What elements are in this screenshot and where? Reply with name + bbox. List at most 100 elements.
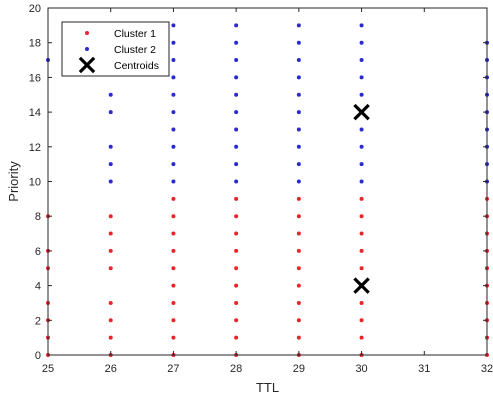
data-point xyxy=(171,231,176,236)
x-tick-label: 30 xyxy=(355,363,367,375)
data-points xyxy=(46,23,489,357)
y-tick-label: 18 xyxy=(29,38,41,50)
data-point xyxy=(171,266,176,271)
data-point xyxy=(296,75,301,80)
data-point xyxy=(359,318,364,323)
data-point xyxy=(296,162,301,167)
data-point xyxy=(359,144,364,149)
data-point xyxy=(296,248,301,253)
y-tick-label: 14 xyxy=(29,107,41,119)
legend-item-cluster-2: Cluster 2 xyxy=(85,44,156,56)
x-tick-label: 29 xyxy=(293,363,305,375)
x-tick-label: 25 xyxy=(42,363,54,375)
data-point xyxy=(171,127,176,132)
y-tick-label: 6 xyxy=(35,246,41,258)
data-point xyxy=(234,179,239,184)
data-point xyxy=(234,127,239,132)
y-axis-label: Priority xyxy=(6,161,21,202)
data-point xyxy=(296,196,301,201)
data-point xyxy=(296,58,301,63)
data-point xyxy=(296,23,301,28)
data-point xyxy=(359,92,364,97)
data-point xyxy=(171,23,176,28)
data-point xyxy=(234,248,239,253)
data-point xyxy=(359,127,364,132)
data-point xyxy=(108,318,113,323)
data-point xyxy=(108,231,113,236)
data-point xyxy=(359,75,364,80)
data-point xyxy=(296,335,301,340)
data-point xyxy=(171,58,176,63)
data-point xyxy=(296,318,301,323)
data-point xyxy=(234,162,239,167)
data-point xyxy=(108,214,113,219)
data-point xyxy=(171,214,176,219)
x-tick-label: 26 xyxy=(105,363,117,375)
plot-frame xyxy=(47,7,488,356)
data-point xyxy=(234,196,239,201)
data-point xyxy=(296,179,301,184)
data-point xyxy=(359,23,364,28)
y-tick-label: 4 xyxy=(35,281,41,293)
data-point xyxy=(171,110,176,115)
data-point xyxy=(234,40,239,45)
data-point xyxy=(234,231,239,236)
legend-marker xyxy=(78,56,96,74)
legend-marker xyxy=(85,47,89,51)
data-point xyxy=(234,110,239,115)
data-point xyxy=(359,248,364,253)
data-point xyxy=(234,318,239,323)
data-point xyxy=(359,58,364,63)
y-tick-label: 8 xyxy=(35,211,41,223)
data-point xyxy=(108,110,113,115)
data-point xyxy=(108,92,113,97)
data-point xyxy=(359,231,364,236)
x-axis-label: TTL xyxy=(256,380,279,395)
data-point xyxy=(108,248,113,253)
data-point xyxy=(296,266,301,271)
legend-box xyxy=(61,21,170,77)
axes: 25 26 27 28 29 30 31 32 0 2 4 6 8 10 12 14 16 18 20 xyxy=(29,3,493,375)
data-point xyxy=(108,162,113,167)
data-point xyxy=(234,75,239,80)
legend-label: Cluster 2 xyxy=(114,44,156,56)
y-tick-label: 10 xyxy=(29,177,41,189)
data-point xyxy=(108,144,113,149)
legend: Cluster 1 Cluster 2 Centroids xyxy=(61,21,170,77)
data-point xyxy=(296,92,301,97)
data-point xyxy=(171,162,176,167)
data-point xyxy=(171,179,176,184)
data-point xyxy=(171,40,176,45)
data-point xyxy=(359,300,364,305)
x-tick-label: 32 xyxy=(481,363,493,375)
data-point xyxy=(296,300,301,305)
data-point xyxy=(359,266,364,271)
y-tick-label: 0 xyxy=(35,350,41,362)
data-point xyxy=(296,283,301,288)
legend-label: Cluster 1 xyxy=(114,28,156,40)
centroid-marker xyxy=(353,277,370,294)
data-point xyxy=(171,92,176,97)
data-point xyxy=(359,40,364,45)
data-point xyxy=(359,162,364,167)
data-point xyxy=(171,300,176,305)
data-point xyxy=(171,75,176,80)
data-point xyxy=(234,300,239,305)
data-point xyxy=(234,58,239,63)
data-point xyxy=(108,335,113,340)
data-point xyxy=(108,266,113,271)
data-point xyxy=(234,283,239,288)
data-point xyxy=(171,248,176,253)
centroid-marker xyxy=(353,103,370,121)
legend-label: Centroids xyxy=(114,60,159,72)
data-point xyxy=(171,144,176,149)
x-tick-label: 27 xyxy=(167,363,179,375)
data-point xyxy=(296,214,301,219)
data-point xyxy=(359,214,364,219)
data-point xyxy=(108,300,113,305)
data-point xyxy=(234,92,239,97)
data-point xyxy=(171,283,176,288)
data-point xyxy=(171,196,176,201)
x-tick-label: 31 xyxy=(418,363,430,375)
y-tick-label: 20 xyxy=(29,3,41,15)
